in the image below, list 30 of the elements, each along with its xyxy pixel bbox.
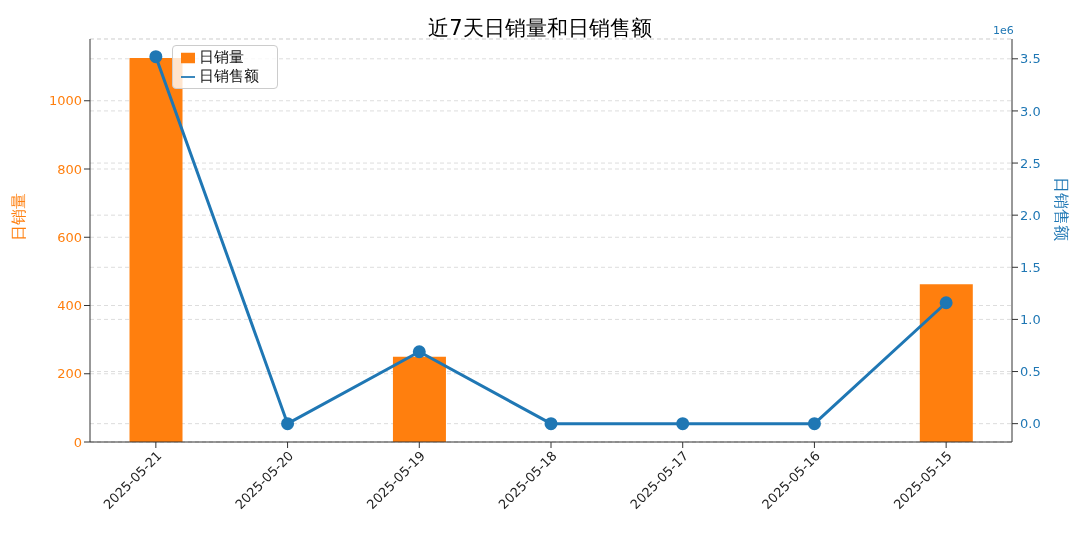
point: [281, 417, 295, 431]
point: [807, 417, 821, 431]
legend-label: 日销售额: [199, 67, 259, 85]
y-tick-label: 800: [57, 161, 82, 177]
y-tick-label: 400: [57, 298, 82, 314]
point: [939, 296, 953, 310]
y-axis-title: 日销量: [8, 192, 28, 241]
point: [676, 417, 690, 431]
y2-tick-label: 3.5: [1020, 51, 1041, 67]
y2-tick-label: 0.5: [1020, 364, 1041, 380]
point: [149, 50, 163, 64]
bar: [392, 356, 446, 442]
y2-tick-label: 2.0: [1020, 207, 1041, 223]
y-tick-label: 200: [57, 366, 82, 382]
y2-tick-label: 2.5: [1020, 155, 1041, 171]
y-tick-label: 1000: [48, 93, 82, 109]
y2-tick-label: 1.0: [1020, 312, 1041, 328]
y2-tick-label: 3.0: [1020, 103, 1041, 119]
y2-axis-title: 日销售额: [1052, 176, 1072, 241]
y-tick-label: 0: [73, 434, 82, 450]
y2-tick-label: 1.5: [1020, 259, 1041, 275]
y-tick-label: 600: [57, 229, 82, 245]
legend-label: 日销量: [199, 48, 244, 66]
y2-tick-label: 0.0: [1020, 416, 1041, 432]
chart-title: 近7天日销量和日销售额: [428, 16, 652, 40]
point: [544, 417, 558, 431]
bar: [919, 284, 973, 442]
axis-multiplier: 1e6: [993, 24, 1014, 37]
point: [412, 345, 426, 359]
bar: [129, 58, 183, 442]
